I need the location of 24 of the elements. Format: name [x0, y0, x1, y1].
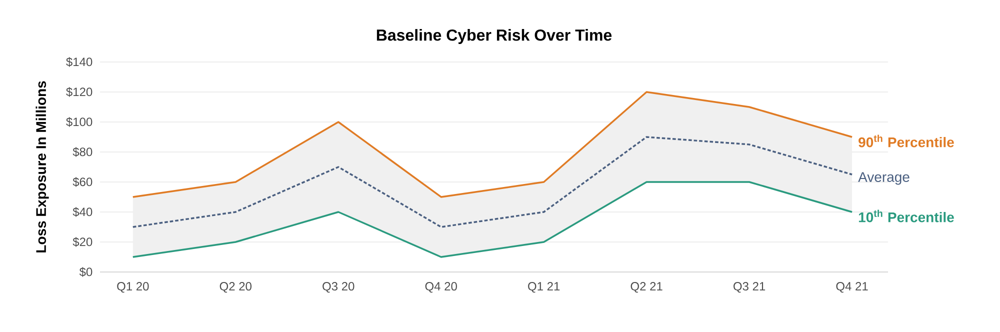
- series-label: Average: [858, 172, 910, 185]
- line-series: [132, 91, 853, 198]
- series-label: 90$^{th}$ Percentile: [858, 134, 954, 148]
- x-tick-label: Q3 21: [734, 282, 766, 293]
- y-tick-label: $20: [72, 237, 92, 247]
- y-tick-label: $60: [72, 177, 92, 187]
- x-tick-label: Q1 21: [528, 282, 560, 293]
- series-label: 10$^{th}$ Percentile: [858, 210, 954, 222]
- line-series: [132, 181, 853, 258]
- y-tick-label: $140: [66, 57, 92, 67]
- x-tick-label: Q4 20: [425, 282, 457, 293]
- x-tick-label: Q3 20: [322, 282, 354, 293]
- x-tick-label: Q2 20: [220, 282, 252, 293]
- y-tick-label: $40: [72, 207, 92, 217]
- line-series: [132, 136, 853, 228]
- x-tick-label: Q4 21: [836, 282, 868, 293]
- y-tick-label: $100: [66, 117, 92, 127]
- chart-title: Baseline Cyber Risk Over Time: [376, 29, 612, 44]
- y-tick-label: $120: [66, 87, 92, 97]
- y-tick-label: $80: [72, 147, 92, 157]
- y-axis-title: Loss Exposure In Millions: [36, 81, 49, 252]
- x-tick-label: Q2 21: [630, 282, 662, 293]
- y-tick-label: $0: [79, 267, 92, 277]
- x-tick-label: Q1 20: [117, 282, 149, 293]
